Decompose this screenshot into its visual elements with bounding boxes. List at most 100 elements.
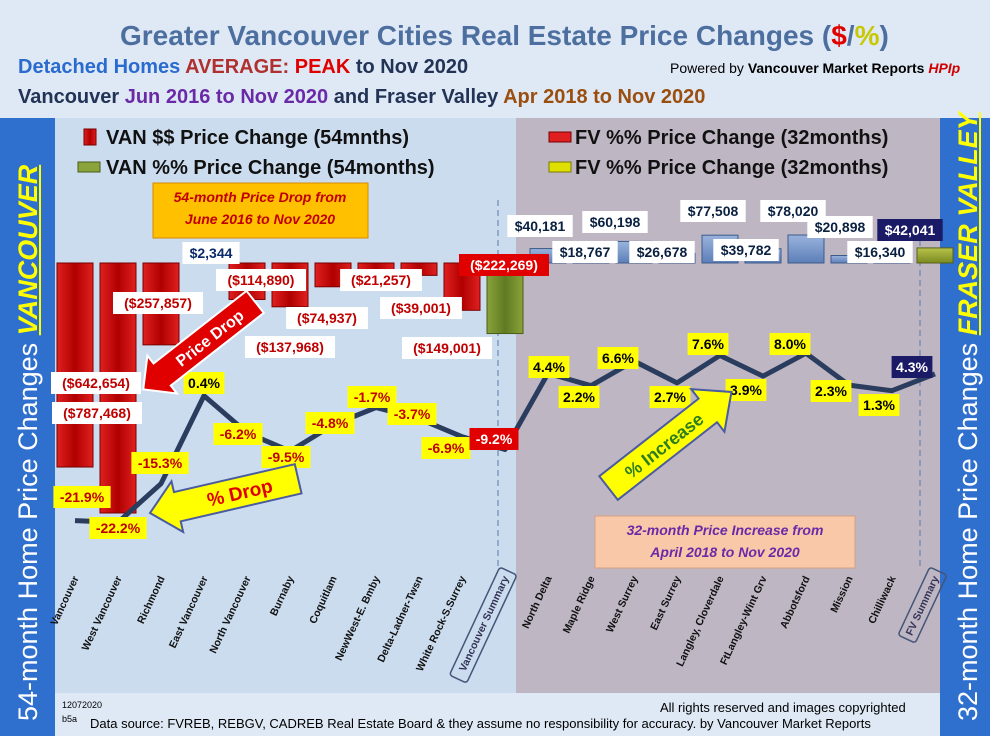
- fv-dollar-label: $16,340: [855, 244, 906, 260]
- fv-dollar-label-box: [713, 239, 779, 261]
- fv-pct-label: 2.2%: [563, 389, 595, 405]
- fv-pct-label-group: 4.4%: [528, 356, 570, 378]
- fv-pct-label: 2.7%: [654, 389, 686, 405]
- category-summary-box: [449, 567, 517, 683]
- van-dollar-label-box: [286, 307, 368, 329]
- fv-dollar-label: $42,041: [885, 222, 936, 238]
- van-dollar-label: ($74,937): [297, 310, 357, 326]
- van-pct-label-box: [469, 428, 519, 450]
- fv-pct-label: 2.3%: [815, 383, 847, 399]
- van-dollar-label-group: ($787,468): [52, 402, 142, 424]
- fv-dollar-label: $18,767: [560, 244, 611, 260]
- fv-dollar-label: $40,181: [515, 218, 566, 234]
- category-summary-box: [898, 567, 947, 643]
- fv-dollar-label: $26,678: [637, 244, 688, 260]
- van-dollar-label: ($114,890): [228, 272, 295, 288]
- van-dollar-label-box: [459, 254, 549, 276]
- van-dollar-label: ($39,001): [391, 300, 451, 316]
- fv-pct-label: 4.4%: [533, 359, 565, 375]
- van-dollar-label: ($257,857): [124, 295, 192, 311]
- fv-pct-label-group: 2.2%: [558, 386, 600, 408]
- fv-dollar-label-group: $20,898: [807, 216, 873, 238]
- fv-pct-label-box: [858, 394, 900, 416]
- van-dollar-label: ($642,654): [62, 375, 130, 391]
- van-pct-label-group: -9.5%: [261, 446, 311, 468]
- van-pct-label: -9.2%: [476, 431, 513, 447]
- van-dollar-label: ($137,968): [256, 339, 324, 355]
- legend-swatch: [83, 128, 97, 146]
- van-pct-label-group: -6.9%: [421, 437, 471, 459]
- van-pct-label: -21.9%: [60, 489, 105, 505]
- fv-dollar-label-group: $40,181: [507, 215, 573, 237]
- van-dollar-label-box: [380, 297, 462, 319]
- fv-pct-label-box: [891, 356, 933, 378]
- fv-note-line-2: April 2018 to Nov 2020: [649, 544, 800, 560]
- van-dollar-bar: [357, 262, 395, 271]
- footer-copyright: All rights reserved and images copyright…: [660, 700, 906, 715]
- van-dollar-label-box: [340, 269, 422, 291]
- van-dollar-label-group: ($222,269): [459, 254, 549, 276]
- fv-pct-label-box: [769, 333, 811, 355]
- van-dollar-label-box: [216, 269, 306, 291]
- van-pct-label-box: [305, 412, 355, 434]
- legend-swatch: [548, 161, 572, 173]
- side-panel-vancouver: 54-month Home Price Changes VANCOUVER: [0, 118, 55, 736]
- van-dollar-label-group: ($74,937): [286, 307, 368, 329]
- fv-dollar-label: $77,508: [688, 203, 739, 219]
- van-pct-label: -15.3%: [138, 455, 183, 471]
- van-dollar-label: ($222,269): [470, 257, 538, 273]
- van-pct-label-group: -6.2%: [213, 423, 263, 445]
- fv-pct-label: 1.3%: [863, 397, 895, 413]
- van-dollar-label-group: ($642,654): [51, 372, 141, 394]
- fv-pct-label-group: 7.6%: [687, 333, 729, 355]
- chart-title: Greater Vancouver Cities Real Estate Pri…: [120, 20, 889, 51]
- van-note-box: [152, 182, 369, 239]
- van-dollar-bar: [56, 262, 94, 468]
- van-pct-label-box: [183, 372, 225, 394]
- fv-pct-label-box: [528, 356, 570, 378]
- fv-dollar-label-group: $39,782: [713, 239, 779, 261]
- footer-id-2: b5a: [62, 714, 78, 724]
- fv-pct-label-box: [558, 386, 600, 408]
- fv-dollar-label-box: [877, 219, 943, 241]
- van-dollar-label-box: [402, 337, 492, 359]
- van-dollar-label-group: ($149,001): [402, 337, 492, 359]
- van-pct-label-group: -21.9%: [53, 486, 111, 508]
- van-dollar-label-box: [52, 402, 142, 424]
- fv-dollar-label-group: $16,340: [847, 241, 913, 263]
- van-pct-label-group: 0.4%: [183, 372, 225, 394]
- van-pct-label-group: -3.7%: [387, 403, 437, 425]
- fv-pct-label-group: 4.3%: [891, 356, 933, 378]
- legend-label: FV %% Price Change (32months): [575, 157, 888, 179]
- van-dollar-label: $2,344: [190, 245, 233, 261]
- van-pct-label-box: [347, 386, 397, 408]
- van-dollar-label: ($787,468): [63, 405, 131, 421]
- van-pct-label-group: -15.3%: [131, 452, 189, 474]
- fv-dollar-bar: [787, 234, 825, 264]
- legend-swatch: [548, 131, 572, 143]
- powered-by: Powered by Vancouver Market Reports HPIp: [670, 60, 961, 76]
- van-pct-label-box: [131, 452, 189, 474]
- van-pct-label: -4.8%: [312, 415, 349, 431]
- fv-dollar-label-group: $77,508: [680, 200, 746, 222]
- van-dollar-label-group: ($137,968): [245, 336, 335, 358]
- van-pct-label-group: -4.8%: [305, 412, 355, 434]
- fv-dollar-label-box: [807, 216, 873, 238]
- van-dollar-label-box: [245, 336, 335, 358]
- fv-pct-label: 3.9%: [730, 382, 762, 398]
- subtitle-detached: Detached Homes AVERAGE: PEAK to Nov 2020: [18, 56, 469, 78]
- van-dollar-label-group: ($257,857): [113, 292, 203, 314]
- fv-dollar-label-box: [629, 241, 695, 263]
- legend-label: VAN %% Price Change (54months): [106, 157, 435, 179]
- fv-pct-label-box: [597, 347, 639, 369]
- pct-drop-arrow-shape: [148, 462, 303, 535]
- fv-pct-label-group: 3.9%: [725, 379, 767, 401]
- fv-pct-label-box: [725, 379, 767, 401]
- van-dollar-label-box: [113, 292, 203, 314]
- fv-dollar-label-group: $60,198: [582, 211, 648, 233]
- fv-dollar-label-box: [680, 200, 746, 222]
- pct-increase-arrow-shape: [597, 388, 733, 502]
- footer-source: Data source: FVREB, REBGV, CADREB Real E…: [90, 716, 871, 731]
- van-pct-label: 0.4%: [188, 375, 220, 391]
- van-pct-label-box: [53, 486, 111, 508]
